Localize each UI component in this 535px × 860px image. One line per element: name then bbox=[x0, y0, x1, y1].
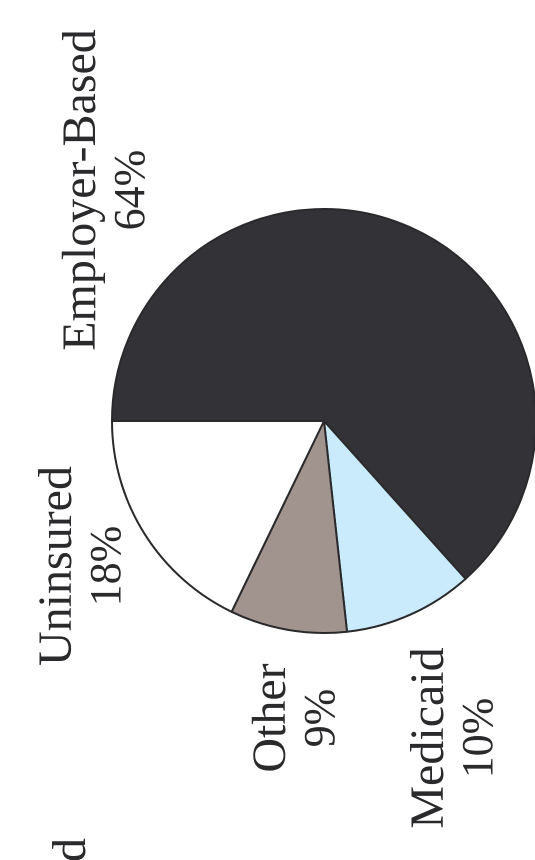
pie-slice-uninsured bbox=[111, 420, 325, 613]
slice-value-medicaid: 10% bbox=[453, 698, 502, 779]
slice-label-employer-based: Employer-Based bbox=[53, 29, 106, 351]
pie-slices bbox=[111, 208, 535, 634]
label-uninsured: Uninsured 18% bbox=[29, 466, 130, 666]
slice-value-other: 9% bbox=[295, 689, 344, 748]
slice-label-uninsured: Uninsured bbox=[29, 466, 82, 666]
pie-slice-other bbox=[230, 420, 349, 634]
slice-label-medicaid: Medicaid bbox=[401, 647, 454, 828]
label-medicaid: Medicaid 10% bbox=[401, 647, 502, 828]
label-employer-based: Employer-Based 64% bbox=[53, 29, 154, 351]
pie-slice-medicaid bbox=[323, 420, 467, 633]
slice-value-uninsured: 18% bbox=[81, 526, 130, 607]
slice-label-other: Other bbox=[243, 663, 296, 772]
label-other: Other 9% bbox=[243, 663, 344, 772]
slice-value-employer-based: 64% bbox=[105, 150, 154, 231]
cropped-label-fragment: d bbox=[43, 838, 96, 860]
pie-slice-employer-based bbox=[111, 208, 535, 580]
